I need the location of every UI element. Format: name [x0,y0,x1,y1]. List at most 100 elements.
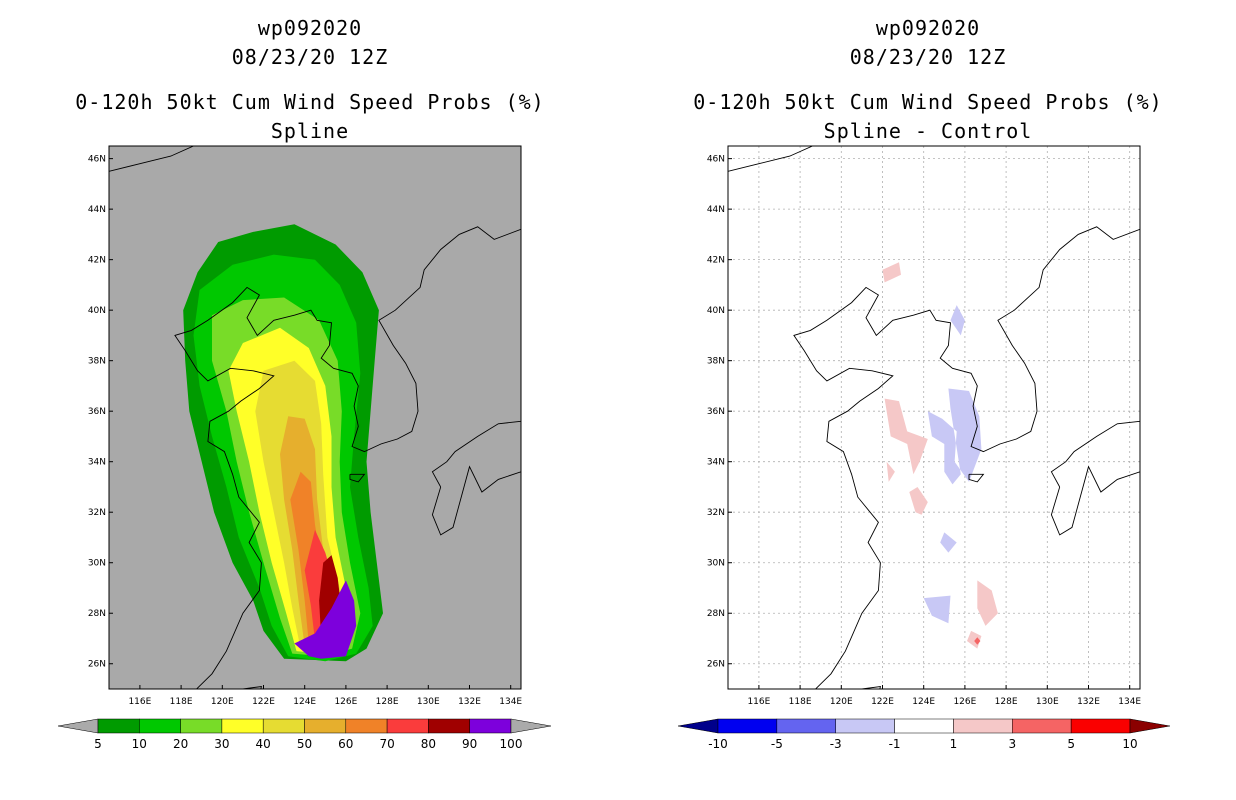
right-lon-tick-label: 130E [1036,697,1059,707]
left-lon-tick-label: 124E [293,697,316,707]
right-colorbar-segment [1012,718,1072,734]
left-lon-tick-label: 130E [417,697,440,707]
left-colorbar-label: 20 [173,737,188,751]
left-contour-90 [294,580,357,659]
left-colorbar-segment [386,718,429,734]
left-lat-tick-label: 44N [88,205,106,215]
right-lon-tick-label: 118E [789,697,812,707]
right-colorbar-segment [717,718,778,734]
left-colorbar-label: 90 [462,737,477,751]
left-lat-tick-label: 36N [88,407,106,417]
left-lat-tick-label: 32N [88,508,106,518]
right-colorbar-label: 5 [1067,737,1075,751]
right-colorbar-label: -3 [830,737,842,751]
left-lat-tick-label: 46N [88,155,106,165]
left-lon-tick-label: 132E [458,697,481,707]
right-coastline [793,226,1140,689]
right-map-content [728,146,1140,689]
right-lon-tick-label: 134E [1118,697,1141,707]
right-subtitle: Spline - Control [823,119,1033,143]
right-colorbar-label: -10 [708,737,728,751]
right-colorbar-high-arrow [1129,718,1171,734]
right-contour-3 [882,262,901,283]
left-colorbar-low-arrow [57,718,99,734]
left-colorbar-label: 10 [132,737,147,751]
left-colorbar-segment [469,718,512,734]
right-lat-tick-label: 44N [707,205,725,215]
right-colorbar-segment [1070,718,1131,734]
left-lat-tick-label: 38N [88,357,106,367]
left-colorbar-segment [304,718,347,734]
right-colorbar-label: 10 [1122,737,1137,751]
right-lon-tick-label: 126E [953,697,976,707]
left-colorbar-label: 70 [379,737,394,751]
left-coastline [232,685,262,689]
left-colorbar-label: 60 [338,737,353,751]
left-colorbar-label: 40 [256,737,271,751]
right-panel: 116E 118E 120E 122E 124E 126E 128E 130E 132E 134E… [677,145,1171,751]
right-lat-tick-label: 28N [707,609,725,619]
right-lon-tick-label: 116E [747,697,770,707]
left-lon-tick-label: 134E [499,697,522,707]
left-storm-id: wp092020 [257,16,363,40]
left-lon-tick-label: 128E [376,697,399,707]
left-lat-tick-label: 40N [88,306,106,316]
right-date: 08/23/20 12Z [849,45,1007,69]
left-lat-tick-label: 28N [88,609,106,619]
left-lon-tick-label: 116E [128,697,151,707]
left-lon-tick-label: 118E [170,697,193,707]
left-lat-tick-label: 26N [88,660,106,670]
left-lat-tick-label: 30N [88,559,106,569]
right-colorbar-segment [953,718,1013,734]
right-title: 0-120h 50kt Cum Wind Speed Probs (%) [693,90,1163,114]
right-contour-3 [884,398,928,475]
right-lat-tick-label: 26N [707,660,725,670]
right-lat-tick-label: 30N [707,559,725,569]
right-lat-tick-label: 42N [707,256,725,266]
left-lat-tick-label: 42N [88,256,106,266]
right-coastline [728,146,813,172]
right-map-frame [727,145,1141,690]
left-colorbar-label: 50 [297,737,312,751]
left-colorbar-label: 5 [94,737,102,751]
right-contour-3 [977,580,998,626]
right-coastline [1050,465,1140,536]
right-lon-tick-label: 128E [995,697,1018,707]
right-contour-3 [909,487,928,515]
right-lon-tick-label: 122E [871,697,894,707]
left-colorbar-segment [180,718,223,734]
right-contour--3 [940,532,957,553]
left-colorbar-segment [262,718,305,734]
left-colorbar-label: 30 [214,737,229,751]
right-lon-tick-label: 124E [912,697,935,707]
right-lat-tick-label: 32N [707,508,725,518]
left-subtitle: Spline [270,119,350,143]
right-lat-tick-label: 36N [707,407,725,417]
left-title: 0-120h 50kt Cum Wind Speed Probs (%) [75,90,545,114]
right-storm-id: wp092020 [875,16,981,40]
right-lat-tick-label: 38N [707,357,725,367]
right-contour--3 [950,305,965,336]
right-colorbar-segment [776,718,836,734]
left-map-content [109,146,521,689]
right-colorbar-label: -1 [889,737,901,751]
left-colorbar-label: 80 [421,737,436,751]
left-coastline [174,226,521,689]
right-coastline [968,473,985,483]
left-title-block: wp092020 08/23/20 12Z 0-120h 50kt Cum Wi… [60,14,560,146]
left-colorbar-segment [221,718,264,734]
left-colorbar-segment [139,718,181,734]
right-contour-5 [974,637,981,645]
right-coastline [1050,420,1140,488]
right-contour--3 [923,595,951,624]
right-colorbar-label: 1 [950,737,958,751]
right-title-block: wp092020 08/23/20 12Z 0-120h 50kt Cum Wi… [678,14,1178,146]
right-contour-3 [886,461,895,482]
right-lat-tick-label: 34N [707,458,725,468]
left-date: 08/23/20 12Z [231,45,389,69]
right-lon-tick-label: 132E [1077,697,1100,707]
right-lon-tick-label: 120E [830,697,853,707]
left-colorbar-segment [345,718,388,734]
left-lon-tick-label: 120E [211,697,234,707]
